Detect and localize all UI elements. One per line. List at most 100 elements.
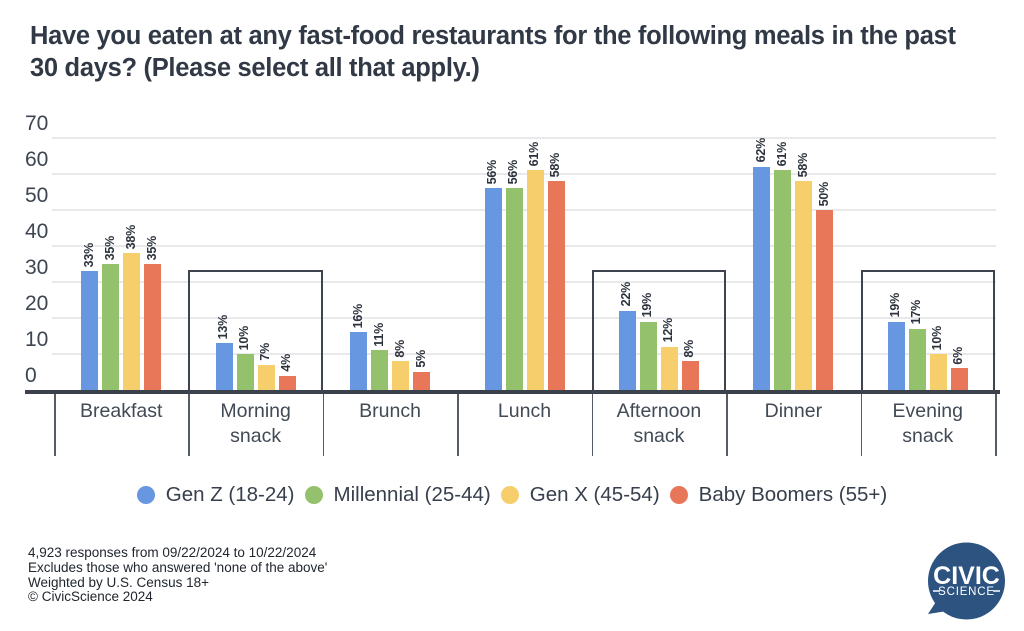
bar [350,332,368,392]
bar [236,354,254,392]
footnote-excludes: Excludes those who answered 'none of the… [28,559,328,575]
footnote-responses: 4,923 responses from 09/22/2024 to 10/22… [28,545,317,560]
bar [753,166,771,392]
bar [660,346,678,392]
bar [371,350,389,392]
bar [505,188,523,392]
y-axis-tick-label: 30 [25,256,49,279]
category-separator [591,392,594,456]
bar [908,328,926,392]
bar [526,170,544,392]
x-axis-category-label: Morning snack [220,400,291,447]
bar-value-label: 5% [413,350,428,368]
category-separator [457,392,459,456]
bar [950,368,968,392]
bar [484,188,502,392]
bar-value-label: 16% [350,303,365,329]
civicscience-logo: CIVIC SCIENCE [920,538,1012,622]
chart-legend: Gen Z (18-24) Millennial (25-44) Gen X (45… [0,483,1024,507]
bar [774,170,792,392]
bar-value-label: 61% [774,141,789,167]
y-axis-tick-label: 40 [25,220,49,243]
legend-label: Gen Z (18-24) [165,483,295,506]
gridline [52,281,996,283]
legend-item: Baby Boomers (55+) [669,483,888,507]
bar-value-label: 58% [795,152,810,178]
bar-value-label: 11% [371,322,386,347]
bar [123,253,141,392]
x-axis-line [25,390,1000,394]
footnote-copyright: © CivicScience 2024 [28,589,153,605]
bar [392,361,410,392]
bar [413,372,431,392]
highlight-box [188,270,323,393]
bar-value-label: 56% [506,159,520,185]
footnote-weighted: Weighted by U.S. Census 18+ [28,574,209,590]
legend-marker-icon [304,486,323,504]
gridline [52,317,996,319]
legend-item: Gen Z (18-24) [136,483,295,507]
bar [215,343,233,392]
legend-item: Millennial (25-44) [304,483,491,507]
bar [257,364,275,392]
bar-value-label: 35% [144,235,159,260]
bar [887,321,905,392]
bar [639,321,657,392]
y-axis-tick-label: 60 [25,148,49,171]
highlight-box [591,270,727,393]
bar [144,264,162,392]
x-axis-category-label: Evening snack [892,400,963,447]
category-separator [995,392,997,456]
gridline [52,173,996,175]
bar [547,181,565,392]
legend-marker-icon [500,486,519,504]
bar [681,361,699,392]
gridline [52,209,996,211]
legend-label: Gen X (45-54) [529,483,660,506]
x-axis-category-label: Brunch [359,400,421,422]
legend-marker-icon [136,486,155,504]
y-axis-tick-label: 50 [25,184,49,207]
y-axis-tick-label: 0 [25,364,37,387]
category-separator [54,392,56,456]
bar-value-label: 58% [548,152,562,178]
bar [278,375,296,392]
gridline [52,245,996,247]
bar-value-label: 61% [527,141,541,167]
legend-label: Millennial (25-44) [333,483,491,506]
bar [102,264,120,392]
y-axis-tick-label: 70 [25,112,49,135]
bar [816,210,834,392]
legend-label: Baby Boomers (55+) [698,483,888,506]
x-axis-category-label: Afternoon snack [616,400,702,447]
speech-bubble-icon: CIVIC SCIENCE [928,542,1005,620]
gridline [52,353,996,355]
x-axis-category-label: Lunch [497,400,552,422]
bar-value-label: 50% [816,181,831,206]
bar-value-label: 62% [753,138,768,163]
bar [618,310,636,392]
bar [81,271,99,392]
bar-value-label: 8% [392,339,407,358]
y-axis-tick-label: 10 [25,328,49,351]
bar-value-label: 33% [81,242,96,268]
logo-text-science: SCIENCE [938,586,995,598]
legend-marker-icon [669,486,688,504]
bar [929,354,947,392]
logo-text-civic: CIVIC [933,562,1000,590]
x-axis-category-label: Dinner [764,400,823,422]
x-axis-category-label: Breakfast [80,400,163,422]
highlight-box [860,270,995,393]
footnote-block: 4,923 responses from 09/22/2024 to 10/22… [28,545,328,605]
category-separator [860,392,863,456]
bar-value-label: 56% [485,159,499,185]
category-separator [322,392,325,456]
y-axis-tick-label: 20 [25,292,49,315]
gridline [52,137,996,139]
bar-value-label: 38% [123,224,138,250]
legend-item: Gen X (45-54) [500,483,660,507]
category-separator [188,392,190,456]
category-separator [726,392,728,456]
